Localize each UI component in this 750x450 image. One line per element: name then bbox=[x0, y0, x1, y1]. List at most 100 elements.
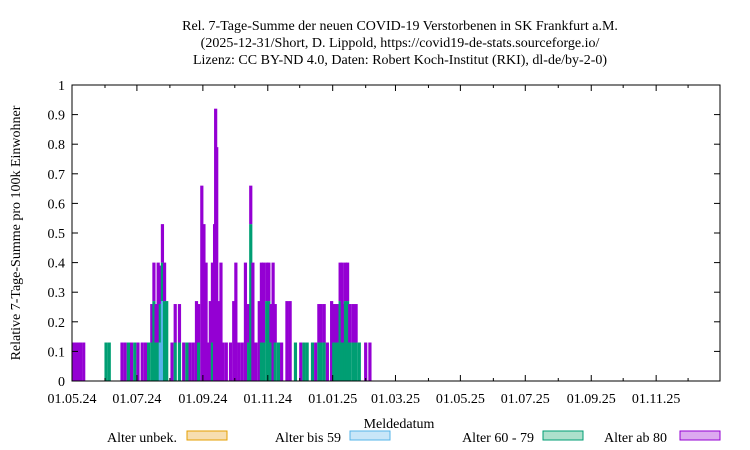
bar-49-series-3 bbox=[237, 342, 241, 381]
bar-0-series-3 bbox=[72, 342, 76, 381]
y-tick-label: 0.2 bbox=[48, 316, 66, 331]
bar-66-series-3 bbox=[285, 301, 289, 381]
plot-frame bbox=[71, 84, 721, 382]
bar-19-series-3 bbox=[156, 262, 160, 343]
bar-53-series-2 bbox=[249, 224, 253, 381]
bar-55-series-3 bbox=[254, 342, 258, 381]
bar-89-series-2 bbox=[354, 342, 358, 381]
bar-56-series-3 bbox=[257, 301, 261, 381]
bar-68-series-2 bbox=[293, 342, 298, 381]
legend-unknown-label: Alter unbek. bbox=[107, 431, 177, 446]
bar-64-series-2 bbox=[276, 342, 281, 381]
bar-41-series-3 bbox=[215, 147, 219, 381]
bar-18-series-2 bbox=[154, 342, 158, 381]
chart-title: Rel. 7-Tage-Summe der neuen COVID-19 Ver… bbox=[182, 19, 618, 68]
bar-19-series-2 bbox=[156, 342, 160, 381]
title-line-1: Rel. 7-Tage-Summe der neuen COVID-19 Ver… bbox=[182, 19, 618, 34]
legend-unknown-swatch bbox=[186, 430, 228, 441]
bar-69-series-3 bbox=[299, 342, 303, 381]
bar-61-series-2 bbox=[269, 342, 273, 381]
bar-4-series-3 bbox=[82, 342, 86, 381]
x-tick-label: 01.07.25 bbox=[501, 392, 550, 407]
y-tick-label: 0.3 bbox=[48, 286, 66, 301]
x-tick-label: 01.03.25 bbox=[371, 392, 420, 407]
bar-21-series-2 bbox=[160, 262, 165, 302]
legend-under-59-swatch bbox=[349, 430, 391, 441]
bar-76-series-2 bbox=[322, 342, 326, 381]
bar-35-series-3 bbox=[204, 262, 208, 381]
bar-60-series-3 bbox=[267, 262, 271, 302]
bar-20-series-1 bbox=[158, 342, 162, 381]
bar-16-series-2 bbox=[150, 342, 154, 381]
legend-under-59-label: Alter bis 59 bbox=[275, 431, 341, 446]
bar-60-series-2 bbox=[267, 301, 271, 381]
bar-50-series-3 bbox=[240, 342, 244, 381]
bar-23-series-2 bbox=[165, 301, 169, 381]
bar-80-series-3 bbox=[334, 304, 338, 343]
bar-38-series-2 bbox=[210, 342, 215, 381]
bar-9-series-2 bbox=[126, 342, 130, 381]
bar-7-series-3 bbox=[120, 342, 124, 381]
y-tick-label: 0.5 bbox=[48, 227, 66, 242]
bar-86-series-2 bbox=[345, 301, 350, 381]
bars-layer bbox=[72, 108, 372, 382]
bar-38-series-3 bbox=[210, 262, 215, 343]
y-tick-label: 0.9 bbox=[48, 109, 66, 124]
bar-91-series-3 bbox=[364, 342, 368, 381]
bar-51-series-3 bbox=[243, 262, 248, 381]
bar-22-series-3 bbox=[162, 262, 167, 302]
bar-74-series-3 bbox=[317, 304, 321, 343]
bar-47-series-3 bbox=[232, 301, 236, 381]
bar-18-series-3 bbox=[154, 304, 158, 343]
bar-59-series-2 bbox=[265, 301, 269, 381]
bar-57-series-2 bbox=[259, 342, 263, 381]
bar-81-series-2 bbox=[336, 342, 340, 381]
y-tick-label: 0.1 bbox=[48, 345, 66, 360]
bar-84-series-2 bbox=[341, 342, 345, 381]
legend-80-plus-label: Alter ab 80 bbox=[604, 431, 667, 446]
bar-1-series-3 bbox=[74, 342, 78, 381]
bar-63-series-2 bbox=[273, 342, 277, 381]
bar-33-series-3 bbox=[200, 185, 204, 381]
bar-24-series-3 bbox=[170, 342, 174, 381]
bar-84-series-3 bbox=[341, 304, 345, 343]
bar-86-series-3 bbox=[345, 262, 350, 302]
bar-37-series-3 bbox=[208, 301, 212, 381]
bar-83-series-3 bbox=[340, 262, 344, 343]
x-tick-label: 01.01.25 bbox=[308, 392, 357, 407]
bar-21-series-1 bbox=[160, 301, 165, 381]
y-tick-label: 0.6 bbox=[48, 197, 66, 212]
bar-63-series-3 bbox=[273, 304, 277, 343]
bar-25-series-3 bbox=[173, 304, 177, 343]
bar-44-series-3 bbox=[221, 342, 225, 381]
legend-60-79-label: Alter 60 - 79 bbox=[462, 431, 534, 446]
bar-53-series-3 bbox=[249, 185, 253, 225]
y-tick-label: 1 bbox=[58, 79, 65, 94]
bar-14-series-3 bbox=[143, 342, 148, 381]
bar-29-series-3 bbox=[188, 342, 192, 381]
axes: 0 0.1 0.2 0.3 0.4 0.5 0.6 0.7 0.8 0.9 1 01.05.24 01.… bbox=[48, 79, 721, 407]
bar-16-series-3 bbox=[150, 304, 154, 343]
x-tick-label: 01.05.24 bbox=[48, 392, 97, 407]
bar-26-series-2 bbox=[177, 342, 182, 381]
bar-17-series-3 bbox=[152, 262, 156, 302]
bar-5-series-2 bbox=[104, 342, 108, 381]
bar-34-series-3 bbox=[202, 224, 206, 381]
bar-85-series-3 bbox=[343, 262, 348, 302]
bar-58-series-2 bbox=[261, 342, 266, 381]
legend-60-79-swatch bbox=[542, 430, 584, 441]
bar-2-series-3 bbox=[76, 342, 80, 381]
y-tick-label: 0 bbox=[58, 375, 65, 390]
y-tick-label: 0.7 bbox=[48, 168, 66, 183]
bar-12-series-3 bbox=[136, 342, 140, 381]
bar-59-series-3 bbox=[265, 262, 269, 302]
bar-43-series-3 bbox=[219, 262, 223, 381]
bar-31-series-3 bbox=[194, 301, 199, 381]
bar-85-series-2 bbox=[343, 301, 348, 381]
x-tick-label: 01.05.25 bbox=[436, 392, 485, 407]
bar-58-series-3 bbox=[261, 262, 266, 343]
y-tick-label: 0.4 bbox=[48, 257, 66, 272]
bar-62-series-3 bbox=[271, 262, 275, 381]
bar-8-series-3 bbox=[123, 342, 127, 381]
